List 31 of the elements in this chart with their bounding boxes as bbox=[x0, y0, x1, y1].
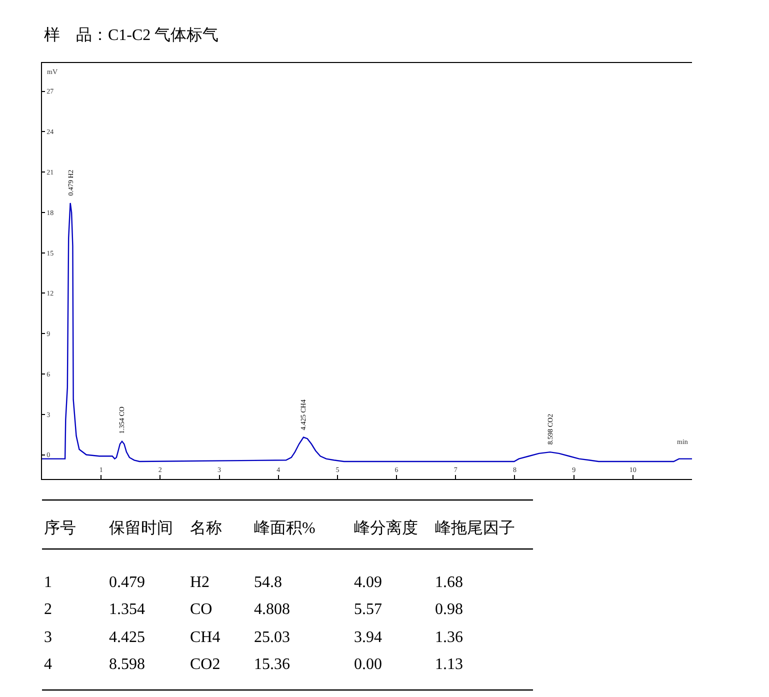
text: 8.598 bbox=[109, 656, 145, 673]
text: 1.36 bbox=[435, 629, 463, 646]
text: 峰拖尾因子 bbox=[435, 520, 515, 537]
text: 5.57 bbox=[354, 601, 382, 618]
text: 0.479 bbox=[109, 574, 145, 591]
chart-subtitle: 样 品：C1-C2 气体标气 bbox=[44, 26, 219, 44]
text: 15.36 bbox=[254, 656, 290, 673]
text: 3.94 bbox=[354, 629, 382, 646]
text: CH4 bbox=[190, 629, 220, 646]
text: 1 bbox=[44, 574, 52, 591]
text: CO2 bbox=[190, 656, 220, 673]
text: 0.98 bbox=[435, 601, 463, 618]
text: H2 bbox=[190, 574, 210, 591]
text: 25.03 bbox=[254, 629, 290, 646]
text: 保留时间 bbox=[109, 519, 173, 537]
text: 4 bbox=[44, 656, 52, 673]
text: 序号 bbox=[44, 519, 76, 537]
text: 4.425 bbox=[109, 629, 145, 646]
text: 1.354 bbox=[109, 601, 145, 618]
text: 2 bbox=[44, 601, 52, 618]
text: 峰分离度 bbox=[354, 519, 418, 537]
text: 4.09 bbox=[354, 574, 382, 591]
text: 1.68 bbox=[435, 574, 463, 591]
text: 0.00 bbox=[354, 656, 382, 673]
text: CO bbox=[190, 601, 212, 618]
text: 54.8 bbox=[254, 574, 282, 591]
text: 名称 bbox=[190, 520, 222, 537]
line-series bbox=[42, 202, 692, 462]
text: 1.13 bbox=[435, 656, 463, 673]
text: 4.808 bbox=[254, 601, 290, 618]
text: 峰面积% bbox=[254, 520, 316, 537]
